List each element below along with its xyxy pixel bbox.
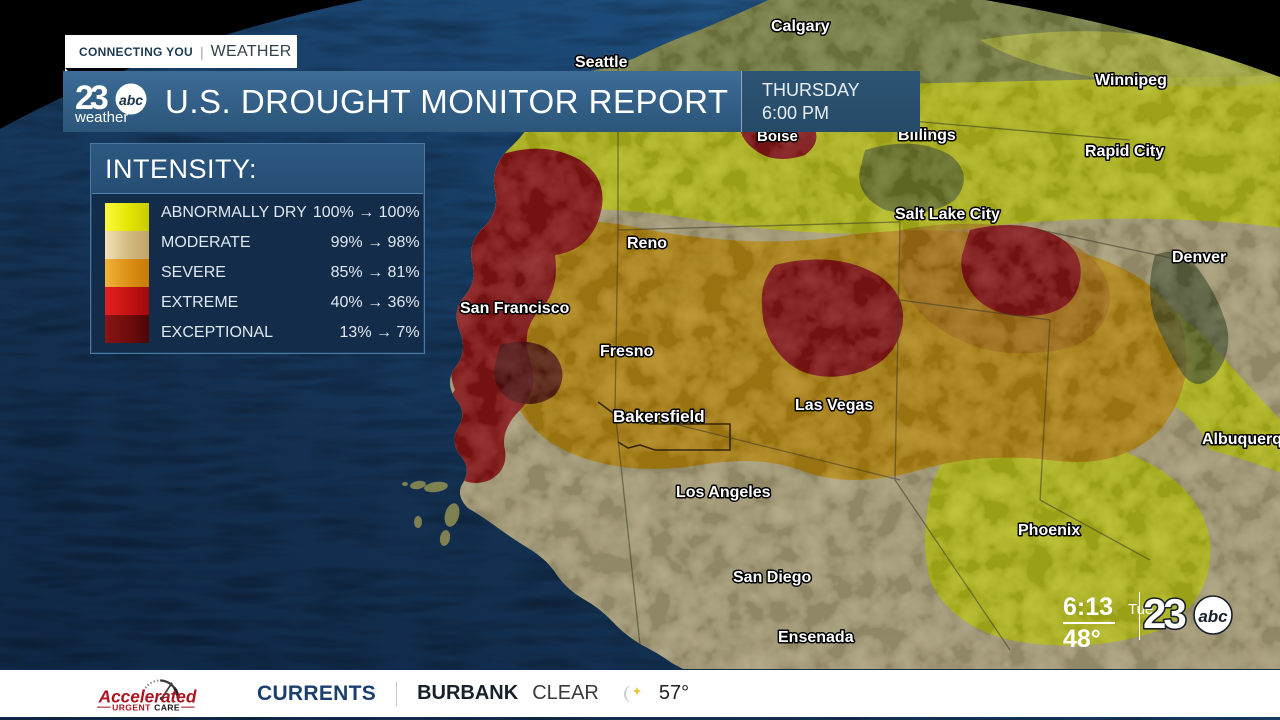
svg-text:abc: abc [119,92,143,108]
svg-text:weather: weather [75,109,128,125]
svg-text:CARE: CARE [154,702,180,712]
svg-text:abc: abc [1198,607,1228,626]
svg-text:23: 23 [1143,590,1185,637]
svg-text:URGENT: URGENT [112,702,151,712]
